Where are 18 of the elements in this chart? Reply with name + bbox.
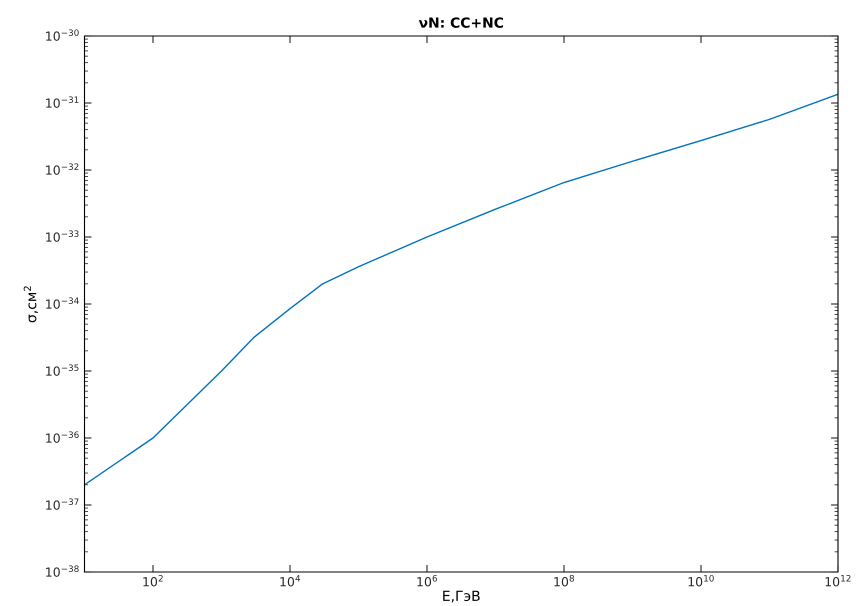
- x-tick-label: 10$^{2}$: [143, 574, 163, 586]
- y-tick-label: 10$^{−38}$: [46, 565, 79, 577]
- y-tick-label: 10$^{−36}$: [46, 431, 79, 443]
- y-tick-label: 10$^{−33}$: [46, 230, 79, 242]
- y-tick-label: 10$^{−31}$: [46, 96, 78, 108]
- y-tick-label: 10$^{−35}$: [46, 364, 78, 376]
- x-tick-label: 10$^{8}$: [554, 574, 574, 586]
- x-axis-title: E,ГэВ: [443, 590, 480, 603]
- y-axis-title: σ,см$^{2}$: [24, 286, 38, 322]
- y-tick-label: 10$^{−30}$: [46, 29, 79, 41]
- x-tick-label: 10$^{4}$: [280, 575, 300, 586]
- y-tick-label: 10$^{−34}$: [46, 297, 79, 309]
- x-tick-label: 10$^{10}$: [688, 574, 714, 586]
- x-tick-label: 10$^{6}$: [417, 574, 438, 586]
- x-tick-label: 10$^{12}$: [826, 574, 850, 586]
- chart-title: νN: CC+NC: [418, 17, 504, 28]
- y-tick-label: 10$^{−32}$: [46, 163, 78, 175]
- y-tick-label: 10$^{−37}$: [46, 498, 79, 510]
